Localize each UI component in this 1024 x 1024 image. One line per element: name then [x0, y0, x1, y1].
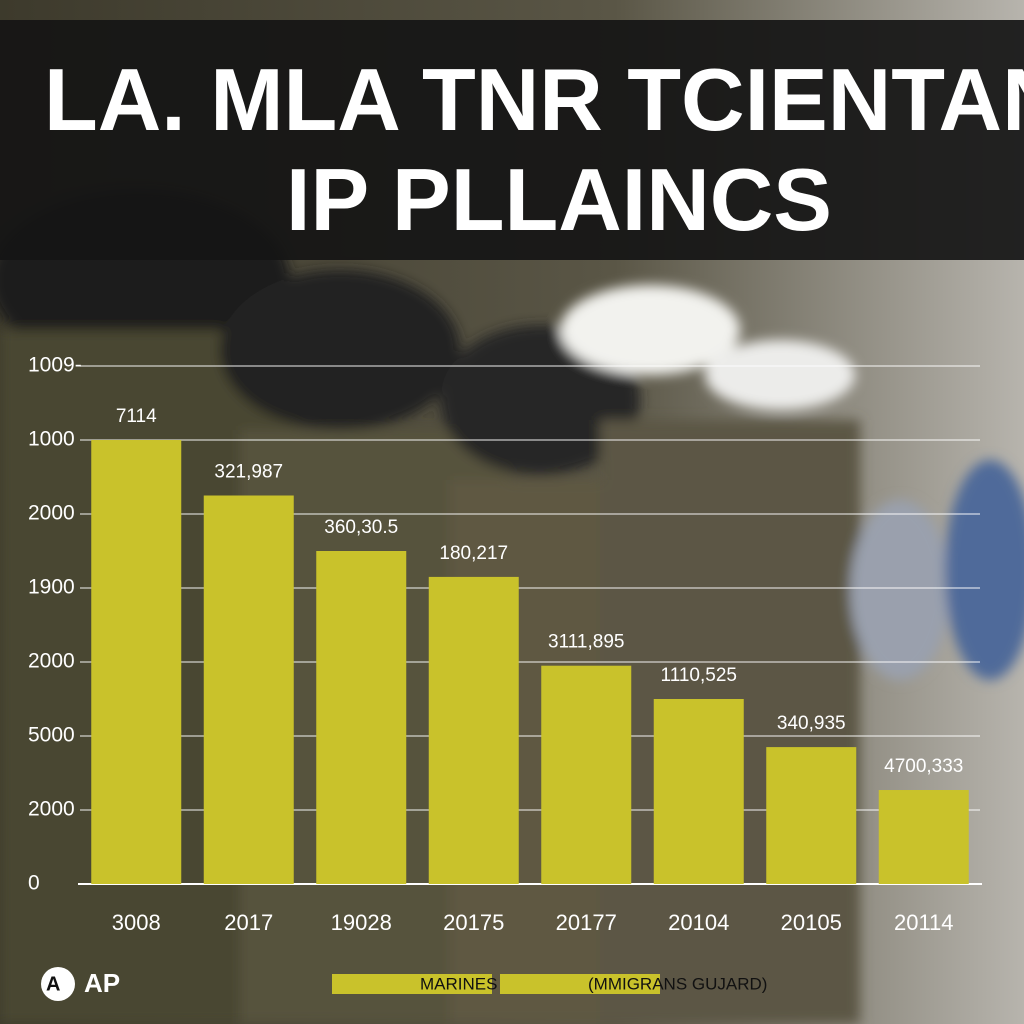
- x-tick-label: 19028: [331, 910, 392, 935]
- legend-label: MARINES: [420, 974, 497, 993]
- bar: [428, 576, 519, 884]
- legend-swatch: [332, 974, 492, 994]
- value-label: 340,935: [777, 713, 846, 734]
- y-tick-label: 2000: [28, 650, 75, 673]
- x-tick-label: 2017: [224, 910, 273, 935]
- bar: [316, 551, 407, 884]
- bar: [203, 495, 294, 884]
- value-label: 360,30.5: [324, 517, 398, 538]
- value-label: 321,987: [214, 462, 283, 483]
- x-tick-label: 20175: [443, 910, 504, 935]
- logo-glyph: A: [46, 973, 60, 995]
- x-tick-label: 20177: [556, 910, 617, 935]
- legend: MARINES (MMIGRANS GUJARD): [332, 974, 767, 994]
- y-tick-label: 2000: [28, 798, 75, 821]
- bar: [878, 790, 969, 884]
- legend-swatch: [500, 974, 660, 994]
- logo: AP: [84, 968, 120, 998]
- y-tick-label: 5000: [28, 724, 75, 747]
- x-tick-label: 20104: [668, 910, 729, 935]
- bar: [653, 699, 744, 884]
- bar: [541, 665, 632, 884]
- value-label: 7114: [116, 406, 157, 427]
- x-tick-label: 20105: [781, 910, 842, 935]
- logo-mark: [41, 967, 75, 1001]
- y-tick-label: 1900: [28, 576, 75, 599]
- chart-title: IP PLLAINCS: [286, 150, 832, 249]
- y-tick-label: 1000: [28, 428, 75, 451]
- title-banner: [0, 20, 1024, 260]
- value-label: 180,217: [439, 543, 508, 564]
- x-tick-label: 20114: [894, 910, 954, 935]
- chart-title: LA. MLA TNR TCIENTANS: [44, 50, 1024, 149]
- value-label: 4700,333: [884, 756, 963, 777]
- bar: [91, 440, 182, 884]
- bar: [766, 747, 857, 884]
- legend-label: (MMIGRANS GUJARD): [588, 974, 767, 993]
- value-label: 3111,895: [548, 632, 624, 653]
- y-tick-label: 2000: [28, 502, 75, 525]
- y-tick-label: 1009-: [28, 354, 82, 377]
- value-label: 1110,525: [661, 665, 737, 686]
- y-tick-label: 0: [28, 872, 40, 895]
- x-tick-label: 3008: [112, 910, 161, 935]
